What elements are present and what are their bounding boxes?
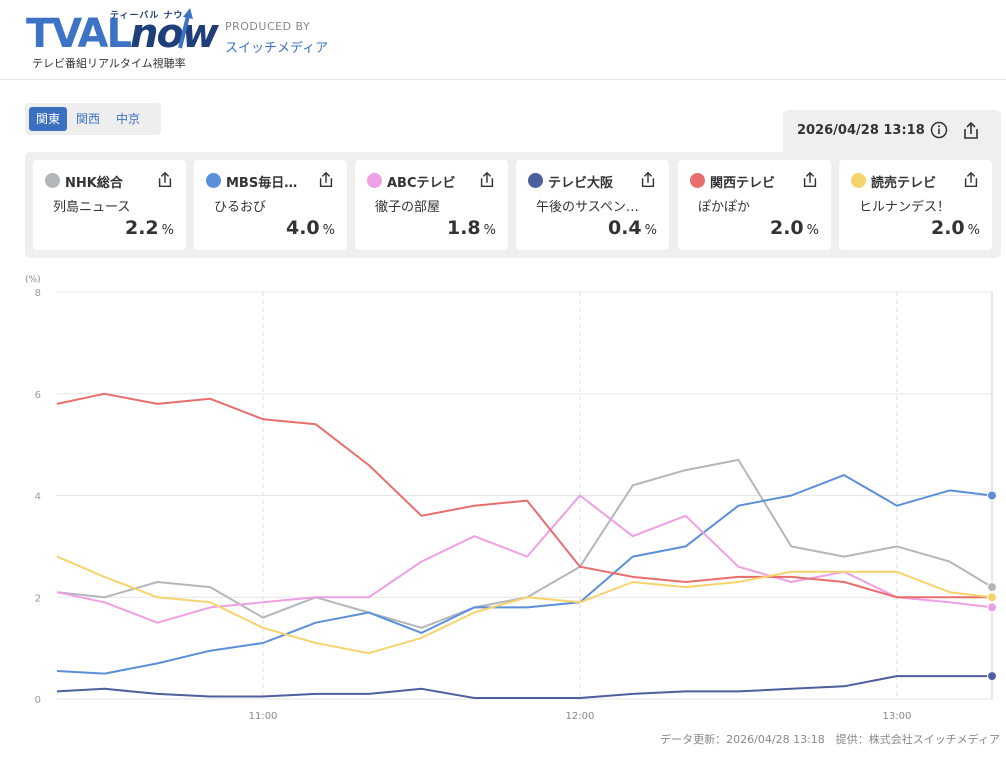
rating-value: 2.0% [930, 217, 980, 239]
series-line [56, 555, 993, 655]
timestamp: 2026/04/28 13:18 [797, 123, 925, 138]
station-card[interactable]: テレビ大阪午後のサスペン… 0.4% [516, 160, 669, 250]
rating-value: 1.8% [446, 217, 496, 239]
rating-value: 2.2% [124, 217, 174, 239]
rating-value: 2.0% [769, 217, 819, 239]
header: TVALnow ティーバル ナウ テレビ番組リアルタイム視聴率 PRODUCED… [0, 0, 1006, 80]
region-tabs: 関東 関西 中京 [25, 103, 161, 135]
series-end-point [987, 592, 997, 603]
cards-background [25, 152, 1001, 258]
station-card[interactable]: MBS毎日… ひるおび 4.0% [194, 160, 347, 250]
station-color-dot [528, 173, 543, 188]
station-card[interactable]: 読売テレビヒルナンデス！ 2.0% [839, 160, 992, 250]
series-line [56, 494, 993, 624]
station-color-dot [45, 173, 60, 188]
rating-unit: % [967, 223, 980, 238]
share-icon[interactable] [478, 171, 496, 189]
station-name: 読売テレビ [871, 176, 937, 191]
program-title: 徹子の部屋 [375, 200, 441, 215]
share-icon[interactable] [639, 171, 657, 189]
logo-kana: ティーバル ナウ [110, 11, 184, 21]
station-color-dot [690, 173, 705, 188]
rating-line-chart: (%) 0 2 4 6 8 11:00 12:00 13:00 [25, 275, 997, 722]
series-end-point [987, 490, 997, 501]
logo-arrow-icon [178, 8, 193, 49]
rating-unit: % [644, 223, 657, 238]
station-card[interactable]: ABCテレビ徹子の部屋 1.8% [355, 160, 508, 250]
station-color-dot [367, 173, 382, 188]
share-icon[interactable] [317, 171, 335, 189]
station-name: ABCテレビ [387, 176, 456, 191]
tab-kansai[interactable]: 関西 [76, 112, 101, 126]
share-icon[interactable] [961, 121, 981, 141]
tvalnow-logo[interactable]: TVALnow ティーバル ナウ テレビ番組リアルタイム視聴率 [26, 8, 219, 70]
share-icon[interactable] [156, 171, 174, 189]
station-color-dot [206, 173, 221, 188]
program-title: 列島ニュース [53, 200, 131, 215]
station-name: NHK総合 [65, 176, 123, 191]
rating-unit: % [322, 223, 335, 238]
station-name: 関西テレビ [710, 176, 776, 191]
series-line [56, 675, 992, 699]
program-title: ひるおび [214, 200, 267, 215]
station-name: MBS毎日… [226, 176, 298, 191]
rating-unit: % [806, 223, 819, 238]
series-line [56, 474, 993, 675]
series-line [56, 392, 992, 599]
program-title: 午後のサスペン… [536, 200, 639, 215]
timestamp-box: 2026/04/28 13:18 [783, 110, 1001, 154]
tab-kanto[interactable]: 関東 [29, 107, 68, 131]
ratings-panel: 2026/04/28 13:18 NHK総合列島ニュース 2.2% MBS毎日… ひる… [25, 110, 1001, 258]
series-end-point [987, 602, 997, 613]
station-name: テレビ大阪 [548, 176, 614, 191]
program-title: ぽかぽか [698, 200, 751, 215]
logo-wordmark: TVALnow [26, 11, 219, 57]
y-tick-label: 4 [35, 492, 41, 503]
x-tick-label: 11:00 [249, 711, 278, 722]
y-axis-label: (%) [25, 275, 41, 285]
series-end-point [987, 671, 997, 682]
y-tick-label: 6 [35, 390, 41, 401]
footer-credit: データ更新：2026/04/28 13:18 提供：株式会社スイッチメディア [660, 733, 1000, 746]
y-tick-label: 8 [35, 288, 41, 299]
rating-chart: (%) 0 2 4 6 8 11:00 12:00 13:00 [0, 265, 1006, 735]
share-icon[interactable] [801, 171, 819, 189]
y-tick-label: 0 [35, 695, 41, 706]
y-tick-label: 2 [35, 593, 41, 604]
series-line [56, 458, 993, 629]
produced-by-label: PRODUCED BY [225, 20, 311, 33]
x-tick-label: 12:00 [566, 711, 595, 722]
info-icon[interactable] [930, 121, 948, 139]
station-card[interactable]: NHK総合列島ニュース 2.2% [33, 160, 186, 250]
tab-chukyo[interactable]: 中京 [116, 112, 141, 126]
rating-unit: % [483, 223, 496, 238]
rating-unit: % [161, 223, 174, 238]
series-end-point [987, 582, 997, 593]
x-tick-label: 13:00 [883, 711, 912, 722]
rating-value: 4.0% [285, 217, 335, 239]
program-title: ヒルナンデス！ [859, 200, 951, 215]
logo-subtitle: テレビ番組リアルタイム視聴率 [32, 57, 186, 70]
rating-value: 0.4% [607, 217, 657, 239]
station-card[interactable]: 関西テレビぽかぽか 2.0% [678, 160, 831, 250]
producer-link[interactable]: スイッチメディア [225, 41, 329, 56]
station-color-dot [851, 173, 866, 188]
share-icon[interactable] [962, 171, 980, 189]
